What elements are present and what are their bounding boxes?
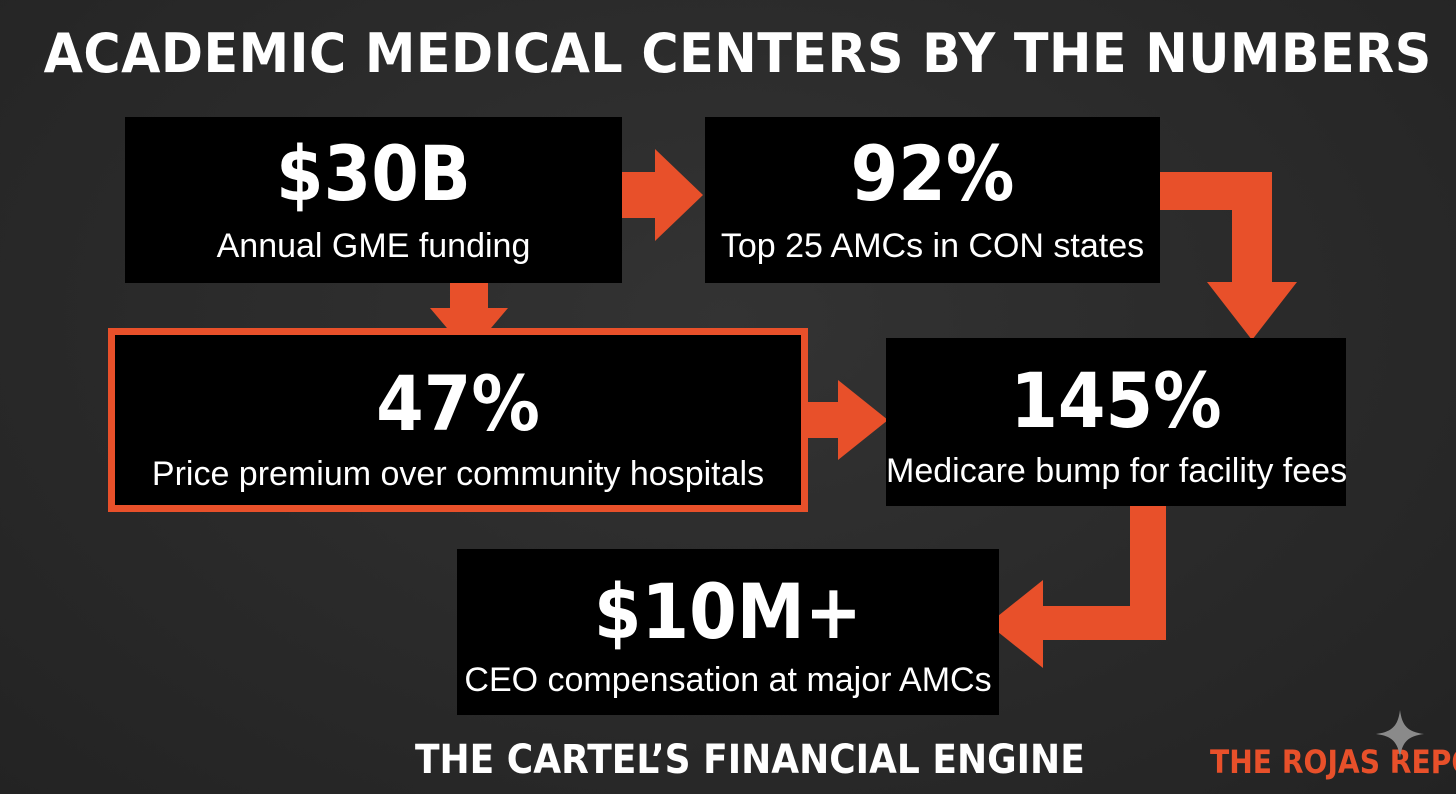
stat-label: Top 25 AMCs in CON states [720,227,1145,265]
stat-card-con-states: 92% Top 25 AMCs in CON states [705,117,1160,283]
arrow-con-to-facility [1160,172,1297,340]
stat-card-ceo-compensation: $10M+ CEO compensation at major AMCs [457,549,999,715]
stat-value: 92% [850,129,1015,218]
page-title: ACADEMIC MEDICAL CENTERS BY THE NUMBERS [43,22,1432,85]
stat-value: $30B [276,129,471,218]
stat-value: $10M+ [593,567,863,656]
sparkle-icon [1376,710,1424,758]
brand-name: THE ROJAS REPORT [1210,743,1456,781]
arrow-premium-to-facility [808,380,888,460]
stat-label: Medicare bump for facility fees [886,452,1348,490]
arrow-funding-to-premium [430,280,508,354]
stat-label: Price premium over community hospitals [151,455,765,493]
arrow-facility-to-ceo [988,505,1166,668]
footer-subtitle: THE CARTEL’S FINANCIAL ENGINE [415,737,1085,783]
stat-label: Annual GME funding [216,227,531,265]
stat-card-facility-fees: 145% Medicare bump for facility fees [886,338,1348,506]
stat-label: CEO compensation at major AMCs [464,661,992,699]
stat-card-price-premium: 47% Price premium over community hospita… [108,328,808,512]
stat-card-gme-funding: $30B Annual GME funding [125,117,622,283]
stat-value: 47% [376,359,540,448]
stat-value: 145% [1010,356,1222,445]
arrow-funding-to-con [603,149,703,241]
